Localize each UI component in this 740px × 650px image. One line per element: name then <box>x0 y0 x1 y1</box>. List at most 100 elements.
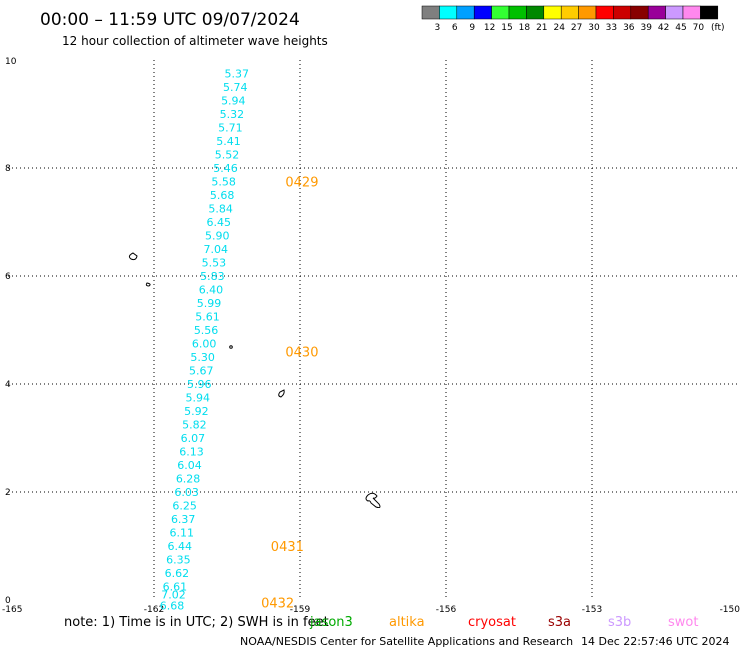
legend-tick-label: 27 <box>571 23 582 33</box>
satellite-legend-item: altika <box>389 615 425 630</box>
legend-swatch <box>700 5 719 20</box>
y-tick-label: 6 <box>5 272 11 282</box>
pass-number-label: 0429 <box>285 176 318 191</box>
legend-swatch <box>578 5 597 20</box>
swh-value-label: 6.61 <box>163 581 188 594</box>
legend-swatch <box>508 5 527 20</box>
swh-value-label: 5.90 <box>205 230 230 243</box>
legend-swatch <box>647 5 666 20</box>
x-tick-label: -150 <box>720 605 740 615</box>
swh-value-label: 6.45 <box>206 216 231 229</box>
y-tick-label: 8 <box>5 164 11 174</box>
legend-tick-label: 30 <box>588 23 600 33</box>
legend-tick-label: 45 <box>675 23 686 33</box>
chart-title: 00:00 – 11:59 UTC 09/07/2024 <box>40 10 300 30</box>
island-outline <box>278 389 285 398</box>
island-outline <box>229 345 233 349</box>
swh-value-label: 6.03 <box>174 486 199 499</box>
axis-tick-labels: -165 -162 -159 -156 -153 -150 0 2 4 6 8 10 <box>2 57 740 615</box>
swh-value-label: 5.84 <box>208 203 233 216</box>
legend-swatch <box>526 5 545 20</box>
swh-value-label: 5.30 <box>190 351 215 364</box>
chart-subtitle: 12 hour collection of altimeter wave hei… <box>62 34 328 48</box>
pass-number-label: 0430 <box>285 346 318 361</box>
x-tick-label: -165 <box>2 605 22 615</box>
swh-value-label: 6.04 <box>177 459 202 472</box>
swh-value-label: 6.62 <box>165 567 190 580</box>
swh-value-label: 5.67 <box>189 365 214 378</box>
color-legend: 3 6 9 12 15 18 21 24 27 30 33 36 39 42 45 70 <box>421 5 719 33</box>
swh-value-label: 6.13 <box>179 446 204 459</box>
swh-value-label: 5.46 <box>213 162 238 175</box>
y-tick-label: 10 <box>5 57 17 67</box>
swh-value-label: 5.83 <box>200 270 225 283</box>
legend-swatch <box>665 5 684 20</box>
legend-tick-label: 9 <box>469 23 475 33</box>
swh-value-label: 6.07 <box>181 432 206 445</box>
swh-value-label: 6.25 <box>172 500 197 513</box>
swh-value-label: 6.37 <box>171 513 196 526</box>
swh-value-label: 5.61 <box>195 311 220 324</box>
legend-tick-label: 21 <box>536 23 547 33</box>
legend-swatch <box>682 5 701 20</box>
swh-value-label: 5.41 <box>216 135 241 148</box>
swh-value-label: 5.94 <box>186 392 211 405</box>
footer-credit: NOAA/NESDIS Center for Satellite Applica… <box>240 635 573 648</box>
x-tick-label: -153 <box>582 605 602 615</box>
swh-values: 5.375.745.945.325.715.415.525.465.585.68… <box>160 68 249 613</box>
legend-tick-label: 39 <box>640 23 652 33</box>
legend-tick-label: 15 <box>501 23 512 33</box>
y-tick-label: 2 <box>5 488 11 498</box>
footer-note: note: 1) Time is in UTC; 2) SWH is in fe… <box>64 615 329 630</box>
swh-value-label: 5.71 <box>218 122 243 135</box>
satellite-legend-item: swot <box>668 615 698 630</box>
satellite-legend-item: s3b <box>608 615 631 630</box>
y-tick-label: 0 <box>5 596 11 606</box>
swh-value-label: 5.68 <box>210 189 235 202</box>
footer-timestamp: 14 Dec 22:57:46 UTC 2024 <box>581 635 729 648</box>
legend-swatch <box>613 5 632 20</box>
island-outline <box>145 282 151 287</box>
swh-value-label: 5.37 <box>224 68 249 81</box>
legend-swatch <box>439 5 458 20</box>
swh-value-label: 5.56 <box>194 324 219 337</box>
x-tick-label: -162 <box>144 605 164 615</box>
island-outline <box>365 492 381 509</box>
y-tick-label: 4 <box>5 380 11 390</box>
legend-tick-label: 18 <box>519 23 531 33</box>
swh-value-label: 6.44 <box>168 540 193 553</box>
island-outline <box>128 252 138 261</box>
pass-number-label: 0431 <box>271 540 304 555</box>
swh-value-label: 6.11 <box>169 527 194 540</box>
legend-tick-label: 70 <box>693 23 705 33</box>
swh-value-label: 5.32 <box>220 108 245 121</box>
legend-tick-label: 36 <box>623 23 635 33</box>
pass-labels: 0429 0430 0431 0432 <box>261 176 318 612</box>
swh-value-label: 5.96 <box>187 378 212 391</box>
legend-swatch <box>473 5 492 20</box>
swh-value-label: 6.28 <box>176 473 201 486</box>
swh-value-label: 5.52 <box>215 149 240 162</box>
satellite-legend-item: cryosat <box>468 615 516 630</box>
swh-value-label: 7.02 <box>161 589 186 602</box>
legend-swatch <box>560 5 579 20</box>
island-outlines <box>128 252 381 509</box>
legend-unit: (ft) <box>711 23 725 33</box>
swh-value-label: 5.74 <box>223 81 248 94</box>
legend-tick-label: 3 <box>435 23 441 33</box>
swh-value-label: 6.00 <box>192 338 217 351</box>
legend-swatch <box>543 5 562 20</box>
satellite-legend-item: jason3 <box>309 615 353 630</box>
x-tick-label: -159 <box>290 605 311 615</box>
satellite-legend: jason3 altika cryosat s3a s3b swot <box>309 615 698 630</box>
swh-value-label: 5.94 <box>221 95 246 108</box>
legend-tick-label: 24 <box>553 23 565 33</box>
legend-tick-label: 6 <box>452 23 458 33</box>
swh-value-label: 5.92 <box>184 405 209 418</box>
legend-swatch <box>456 5 475 20</box>
swh-value-label: 5.82 <box>182 419 207 432</box>
swh-value-label: 5.53 <box>202 257 227 270</box>
legend-swatch <box>421 5 440 20</box>
swh-value-label: 6.68 <box>160 599 185 612</box>
